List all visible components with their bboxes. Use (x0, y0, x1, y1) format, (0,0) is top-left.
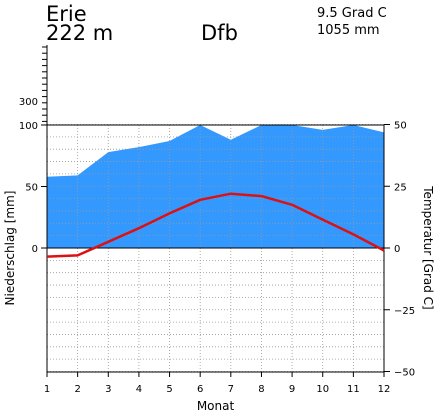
x-tick-label: 7 (228, 384, 234, 395)
station-elevation: 222 m (46, 21, 114, 45)
temp-tick-label: −25 (394, 306, 415, 317)
temperature-line (46, 192, 385, 258)
y-axis-title-precipitation: Niederschlag [mm] (3, 191, 17, 306)
temp-tick-label: 50 (394, 121, 407, 132)
x-tick-label: 11 (347, 384, 360, 395)
x-tick-label: 10 (316, 384, 329, 395)
x-tick-label: 12 (378, 384, 391, 395)
x-tick-label: 3 (105, 384, 111, 395)
precip-tick-label: 50 (25, 183, 38, 194)
temp-tick-label: 25 (394, 182, 407, 193)
precip-tick-label: 0 (32, 244, 38, 255)
precip-tick-label: 300 (19, 97, 38, 108)
plot-frame-layer (46, 45, 385, 373)
x-tick-label: 1 (44, 384, 50, 395)
x-axis-title: Monat (197, 399, 235, 413)
x-tick-label: 8 (258, 384, 264, 395)
climate-class: Dfb (201, 21, 238, 45)
x-tick-label: 5 (166, 384, 172, 395)
temp-tick-label: −50 (394, 368, 415, 379)
x-tick-label: 9 (289, 384, 295, 395)
station-name: Erie (46, 2, 87, 26)
x-tick-label: 2 (74, 384, 80, 395)
tick-layer (41, 46, 390, 377)
label-layer: 1 2 3 4 5 6 7 8 9 10 11 12050100300−50−2502550Monat… (3, 97, 435, 413)
temperature-line-layer (46, 192, 385, 258)
x-tick-label: 4 (136, 384, 142, 395)
temp-tick-label: 0 (394, 244, 400, 255)
x-tick-label: 6 (197, 384, 203, 395)
annual-precipitation: 1055 mm (317, 23, 380, 38)
precip-tick-label: 100 (19, 121, 38, 132)
mean-temperature: 9.5 Grad C (317, 6, 387, 21)
y-axis-title-temperature: Temperatur [Grad C] (421, 185, 435, 309)
